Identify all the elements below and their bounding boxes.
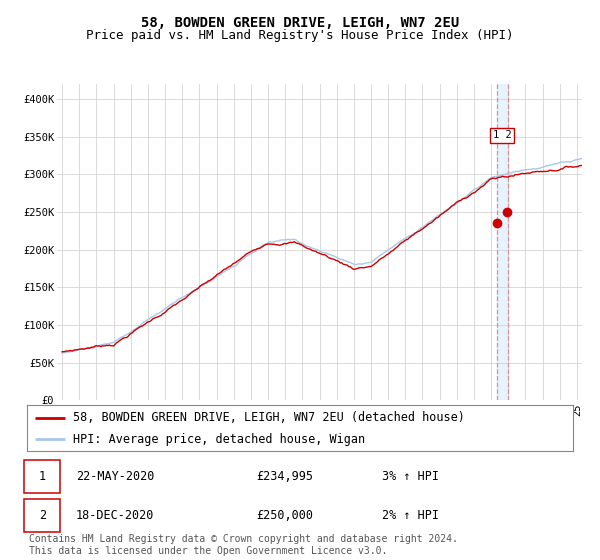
FancyBboxPatch shape: [24, 460, 60, 493]
Text: Contains HM Land Registry data © Crown copyright and database right 2024.
This d: Contains HM Land Registry data © Crown c…: [29, 534, 458, 556]
Text: 2% ↑ HPI: 2% ↑ HPI: [382, 508, 439, 522]
Text: 22-MAY-2020: 22-MAY-2020: [76, 470, 155, 483]
Text: £234,995: £234,995: [256, 470, 313, 483]
Text: 58, BOWDEN GREEN DRIVE, LEIGH, WN7 2EU (detached house): 58, BOWDEN GREEN DRIVE, LEIGH, WN7 2EU (…: [73, 411, 465, 424]
Text: 1 2: 1 2: [493, 130, 512, 140]
Text: 2: 2: [39, 508, 46, 522]
Text: 1: 1: [39, 470, 46, 483]
Text: 58, BOWDEN GREEN DRIVE, LEIGH, WN7 2EU: 58, BOWDEN GREEN DRIVE, LEIGH, WN7 2EU: [141, 16, 459, 30]
Bar: [497, 84, 508, 400]
FancyBboxPatch shape: [24, 498, 60, 532]
Text: Price paid vs. HM Land Registry's House Price Index (HPI): Price paid vs. HM Land Registry's House …: [86, 29, 514, 42]
Text: £250,000: £250,000: [256, 508, 313, 522]
Text: 3% ↑ HPI: 3% ↑ HPI: [382, 470, 439, 483]
Text: HPI: Average price, detached house, Wigan: HPI: Average price, detached house, Wiga…: [73, 433, 365, 446]
Text: 18-DEC-2020: 18-DEC-2020: [76, 508, 155, 522]
